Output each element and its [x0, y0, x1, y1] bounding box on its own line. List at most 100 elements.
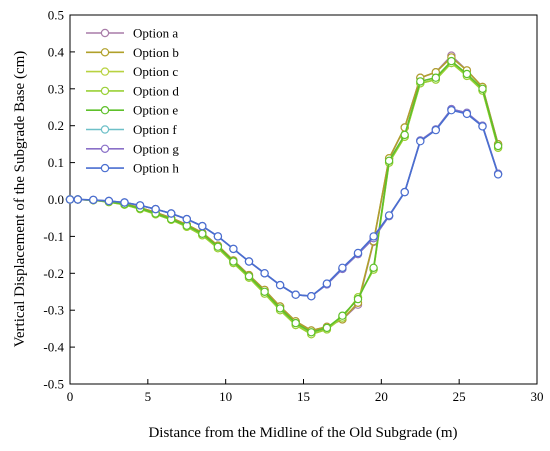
- data-point: [369, 232, 378, 241]
- legend-marker: [100, 86, 110, 96]
- data-point: [493, 141, 503, 151]
- legend-label: Option c: [133, 64, 178, 79]
- data-point: [384, 211, 394, 220]
- x-tick-label: 10: [219, 389, 232, 404]
- legend-entry: Option b: [86, 45, 179, 60]
- data-point: [182, 214, 191, 224]
- data-point: [338, 263, 347, 272]
- legend-label: Option d: [133, 83, 179, 98]
- data-point: [400, 130, 409, 140]
- legend: Option a Option b Option c Option d Option e…: [86, 26, 179, 176]
- data-point: [73, 195, 83, 204]
- data-point: [369, 263, 378, 272]
- x-tick-label: 20: [375, 389, 388, 404]
- legend-marker: [100, 144, 110, 153]
- x-tick-label: 30: [531, 389, 544, 404]
- series-line: [70, 108, 499, 298]
- legend-entry: Option a: [86, 26, 178, 41]
- data-point: [431, 125, 440, 135]
- x-tick-label: 25: [453, 389, 466, 404]
- series-line: [70, 109, 499, 298]
- legend-entry: Option c: [86, 64, 178, 79]
- data-point: [166, 209, 176, 218]
- data-point: [104, 196, 114, 206]
- data-point: [213, 242, 223, 251]
- data-point: [229, 244, 238, 254]
- legend-label: Option e: [133, 103, 178, 118]
- legend-marker: [100, 105, 110, 115]
- data-point: [431, 73, 440, 82]
- data-point: [447, 56, 456, 66]
- data-point: [322, 279, 332, 288]
- data-point: [384, 156, 394, 165]
- x-tick-label: 5: [145, 389, 152, 404]
- legend-entry: Option f: [86, 122, 177, 137]
- legend-entry: Option d: [86, 83, 179, 98]
- data-point: [322, 323, 332, 333]
- series-option-e: [65, 56, 503, 337]
- legend-marker: [100, 163, 110, 173]
- data-point: [447, 105, 456, 115]
- legend-label: Option g: [133, 141, 179, 156]
- data-point: [478, 84, 487, 94]
- data-point: [416, 77, 425, 86]
- data-point: [353, 248, 363, 258]
- data-point: [353, 294, 363, 304]
- axis-ticks: 0 5 10 15 20 25 30 -0.5 -0.4 -0.3 -0.2 -0.1 0.0 0.1 0.…: [43, 8, 543, 405]
- data-point: [198, 221, 207, 231]
- legend-entry: Option h: [86, 161, 179, 176]
- legend-label: Option b: [133, 45, 179, 60]
- data-point: [213, 232, 223, 241]
- y-tick-label: -0.4: [43, 340, 64, 355]
- data-point: [478, 122, 487, 131]
- legend-entry: Option e: [86, 103, 178, 118]
- data-point: [275, 280, 285, 290]
- series-group: [65, 51, 503, 339]
- series-option-g: [65, 104, 503, 301]
- data-point: [291, 318, 300, 328]
- legend-marker: [100, 28, 110, 38]
- legend-marker: [100, 125, 110, 134]
- data-point: [307, 328, 316, 337]
- y-tick-label: 0.1: [48, 155, 64, 170]
- series-option-c: [65, 58, 503, 339]
- data-point: [462, 69, 472, 79]
- data-point: [338, 311, 347, 320]
- data-point: [400, 187, 409, 197]
- legend-entry: Option g: [86, 141, 179, 156]
- data-point: [416, 136, 425, 146]
- y-tick-label: 0.5: [48, 8, 64, 23]
- legend-marker: [100, 48, 110, 57]
- y-tick-label: -0.2: [43, 266, 64, 281]
- data-point: [291, 290, 300, 299]
- x-tick-label: 0: [67, 389, 74, 404]
- data-point: [462, 109, 472, 119]
- data-point: [198, 229, 207, 238]
- data-point: [151, 204, 160, 214]
- data-point: [260, 287, 269, 296]
- series-option-a: [65, 51, 503, 335]
- data-point: [244, 257, 254, 266]
- data-point: [120, 198, 129, 207]
- series-line: [70, 108, 499, 298]
- data-point: [275, 304, 285, 313]
- x-axis-title: Distance from the Midline of the Old Sub…: [148, 425, 457, 441]
- data-point: [260, 269, 269, 278]
- data-point: [89, 195, 98, 205]
- data-point: [244, 272, 254, 281]
- legend-marker: [100, 67, 110, 76]
- data-point: [307, 292, 316, 301]
- data-point: [65, 195, 75, 204]
- y-tick-label: 0.3: [48, 81, 64, 96]
- legend-label: Option h: [133, 161, 179, 176]
- data-point: [229, 257, 238, 266]
- y-tick-label: -0.3: [43, 303, 64, 318]
- x-tick-label: 15: [297, 389, 310, 404]
- y-tick-label: -0.5: [43, 377, 64, 392]
- legend-label: Option a: [133, 26, 178, 41]
- y-tick-label: 0.2: [48, 118, 64, 133]
- legend-label: Option f: [133, 122, 177, 137]
- y-tick-label: -0.1: [43, 229, 64, 244]
